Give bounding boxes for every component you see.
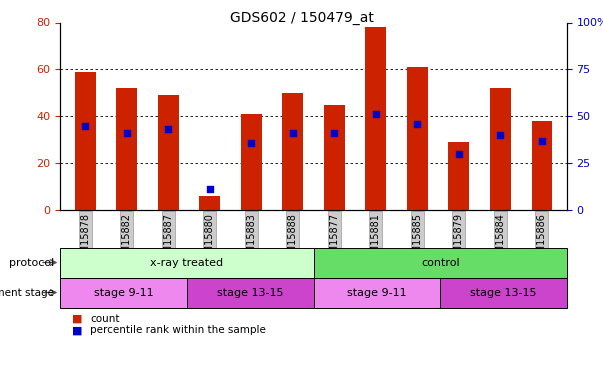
Point: [496, 132, 505, 138]
FancyBboxPatch shape: [187, 278, 314, 308]
Point: [163, 126, 173, 132]
Bar: [200, 196, 220, 210]
Point: [412, 121, 422, 127]
Point: [371, 111, 380, 117]
FancyBboxPatch shape: [440, 278, 567, 308]
Point: [247, 140, 256, 146]
Bar: [158, 95, 178, 210]
Bar: [490, 88, 511, 210]
Bar: [75, 72, 96, 210]
Bar: [282, 93, 303, 210]
Text: ■: ■: [72, 314, 83, 324]
Text: protocol: protocol: [9, 258, 54, 267]
Point: [205, 186, 215, 192]
Text: x-ray treated: x-ray treated: [150, 258, 224, 267]
Text: development stage: development stage: [0, 288, 54, 297]
Point: [537, 138, 547, 144]
Bar: [116, 88, 137, 210]
Bar: [407, 67, 428, 210]
Text: stage 9-11: stage 9-11: [347, 288, 406, 297]
Point: [80, 123, 90, 129]
Text: GDS602 / 150479_at: GDS602 / 150479_at: [230, 11, 373, 25]
FancyBboxPatch shape: [314, 278, 440, 308]
Text: percentile rank within the sample: percentile rank within the sample: [90, 326, 267, 335]
Text: stage 9-11: stage 9-11: [94, 288, 153, 297]
Text: control: control: [421, 258, 459, 267]
Point: [122, 130, 131, 136]
FancyBboxPatch shape: [314, 248, 567, 278]
Text: count: count: [90, 314, 120, 324]
Text: stage 13-15: stage 13-15: [217, 288, 283, 297]
Bar: [241, 114, 262, 210]
Point: [288, 130, 298, 136]
Text: ■: ■: [72, 326, 83, 335]
Bar: [365, 27, 386, 210]
Bar: [324, 105, 345, 210]
FancyBboxPatch shape: [60, 278, 187, 308]
Text: stage 13-15: stage 13-15: [470, 288, 537, 297]
Point: [329, 130, 339, 136]
FancyBboxPatch shape: [60, 248, 314, 278]
Point: [454, 151, 464, 157]
Bar: [531, 121, 552, 210]
Bar: [449, 142, 469, 210]
